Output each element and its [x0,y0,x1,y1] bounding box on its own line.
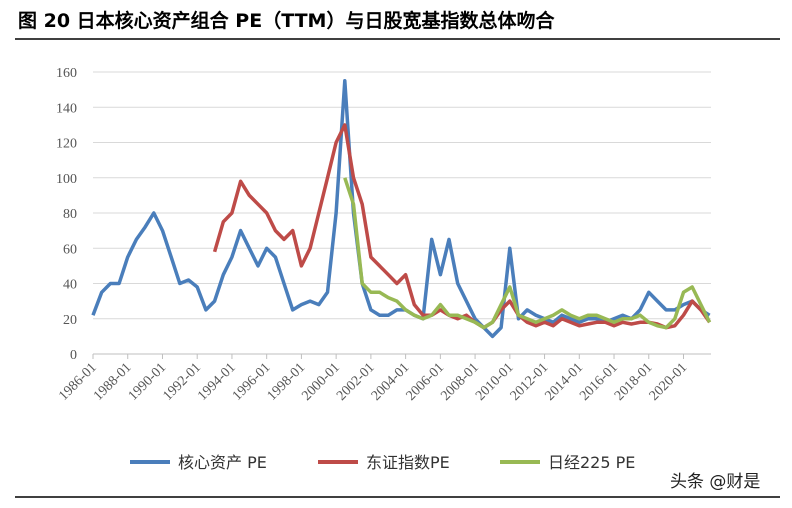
y-tick-label: 120 [56,137,77,152]
y-tick-label: 160 [56,66,77,81]
legend-label: 日经225 PE [548,453,635,472]
x-tick-label: 2006-01 [404,360,448,404]
series-line [343,177,712,330]
x-tick-label: 1990-01 [126,360,170,404]
watermark: 头条 @财是 [670,472,760,492]
x-tick-label: 2010-01 [473,360,517,404]
legend-label: 核心资产 PE [178,453,267,472]
x-tick-label: 1988-01 [91,360,135,404]
x-tick-label: 2014-01 [543,360,587,404]
y-tick-label: 40 [63,278,77,293]
x-tick-label: 1996-01 [230,360,274,404]
x-tick-label: 1992-01 [160,360,204,404]
x-tick-label: 2008-01 [438,360,482,404]
x-tick-label: 2002-01 [334,360,378,404]
x-tick-label: 2012-01 [508,360,552,404]
x-tick-label: 1994-01 [195,360,239,404]
x-tick-label: 1998-01 [265,360,309,404]
x-tick-label: 2000-01 [299,360,343,404]
legend-label: 东证指数PE [366,453,450,472]
y-tick-label: 100 [56,172,77,187]
y-tick-label: 0 [70,348,77,363]
chart-title: 图 20 日本核心资产组合 PE（TTM）与日股宽基指数总体吻合 [18,9,555,32]
x-tick-label: 2018-01 [612,360,656,404]
y-tick-label: 80 [63,207,77,222]
y-tick-label: 140 [56,101,77,116]
x-tick-label: 2004-01 [369,360,413,404]
x-tick-label: 2020-01 [647,360,691,404]
x-tick-label: 1986-01 [56,360,100,404]
y-tick-label: 60 [63,242,77,257]
y-tick-label: 20 [63,313,77,328]
x-tick-label: 2016-01 [577,360,621,404]
series-line [91,79,711,339]
